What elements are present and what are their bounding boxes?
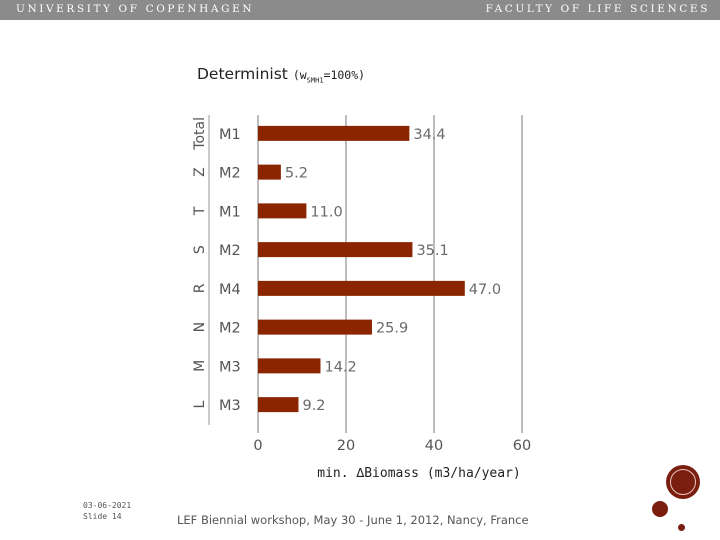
university-name: UNIVERSITY OF COPENHAGEN xyxy=(16,3,255,15)
footer-text: LEF Biennial workshop, May 30 - June 1, … xyxy=(177,513,529,527)
x-tick-label-2: 40 xyxy=(425,438,443,454)
bar-7 xyxy=(258,397,299,413)
data-label-0: 34.4 xyxy=(413,127,445,143)
bar-0 xyxy=(258,125,410,141)
category-label-6: M3 xyxy=(219,359,241,375)
chart-title: Determinist (wSMH1=100%) xyxy=(197,65,365,84)
bar-2 xyxy=(258,203,307,219)
data-label-7: 9.2 xyxy=(302,398,325,414)
category-label-4: M4 xyxy=(219,282,241,298)
chart-subtitle: (wSMH1=100%) xyxy=(292,68,366,85)
group-label-0: Total xyxy=(192,117,208,151)
category-label-1: M2 xyxy=(219,166,241,182)
x-tick-label-0: 0 xyxy=(253,438,262,454)
data-label-3: 35.1 xyxy=(416,243,448,259)
group-label-1: Z xyxy=(192,167,208,177)
x-tick-label-3: 60 xyxy=(513,438,531,454)
chart-subtitle-prefix: (w xyxy=(292,68,307,82)
group-label-4: R xyxy=(192,283,208,293)
group-label-5: N xyxy=(192,322,208,332)
chart-subtitle-suffix: =100%) xyxy=(323,68,366,82)
group-label-7: L xyxy=(192,401,208,409)
x-tick-label-1: 20 xyxy=(337,438,355,454)
data-label-5: 25.9 xyxy=(376,321,408,337)
slide-number: Slide 14 xyxy=(83,512,122,521)
chart-title-text: Determinist xyxy=(197,65,288,83)
bar-4 xyxy=(258,280,465,296)
bar-3 xyxy=(258,242,413,258)
university-seal-icon xyxy=(666,465,700,499)
footer-date: 03-06-2021 xyxy=(83,501,132,510)
group-label-3: S xyxy=(192,245,208,254)
data-label-4: 47.0 xyxy=(469,282,501,298)
decorative-dot-large xyxy=(652,501,668,517)
header-bar: UNIVERSITY OF COPENHAGEN FACULTY OF LIFE… xyxy=(0,0,720,20)
category-label-7: M3 xyxy=(219,398,241,414)
category-label-3: M2 xyxy=(219,243,241,259)
category-label-5: M2 xyxy=(219,321,241,337)
group-label-6: M xyxy=(192,360,208,372)
data-label-6: 14.2 xyxy=(324,359,356,375)
chart-subtitle-subscript: SMH1 xyxy=(306,76,324,85)
category-label-0: M1 xyxy=(219,127,241,143)
footer-date-block: 03-06-2021 Slide 14 xyxy=(83,500,131,522)
x-axis-label: min. ∆Biomass (m3/ha/year) xyxy=(317,466,521,481)
bar-6 xyxy=(258,358,321,374)
data-label-2: 11.0 xyxy=(310,204,342,220)
bar-1 xyxy=(258,164,281,180)
faculty-name: FACULTY OF LIFE SCIENCES xyxy=(485,3,710,15)
category-label-2: M1 xyxy=(219,204,241,220)
bar-5 xyxy=(258,319,372,335)
group-label-2: T xyxy=(192,206,208,216)
decorative-dot-small xyxy=(678,524,685,531)
data-label-1: 5.2 xyxy=(285,166,308,182)
